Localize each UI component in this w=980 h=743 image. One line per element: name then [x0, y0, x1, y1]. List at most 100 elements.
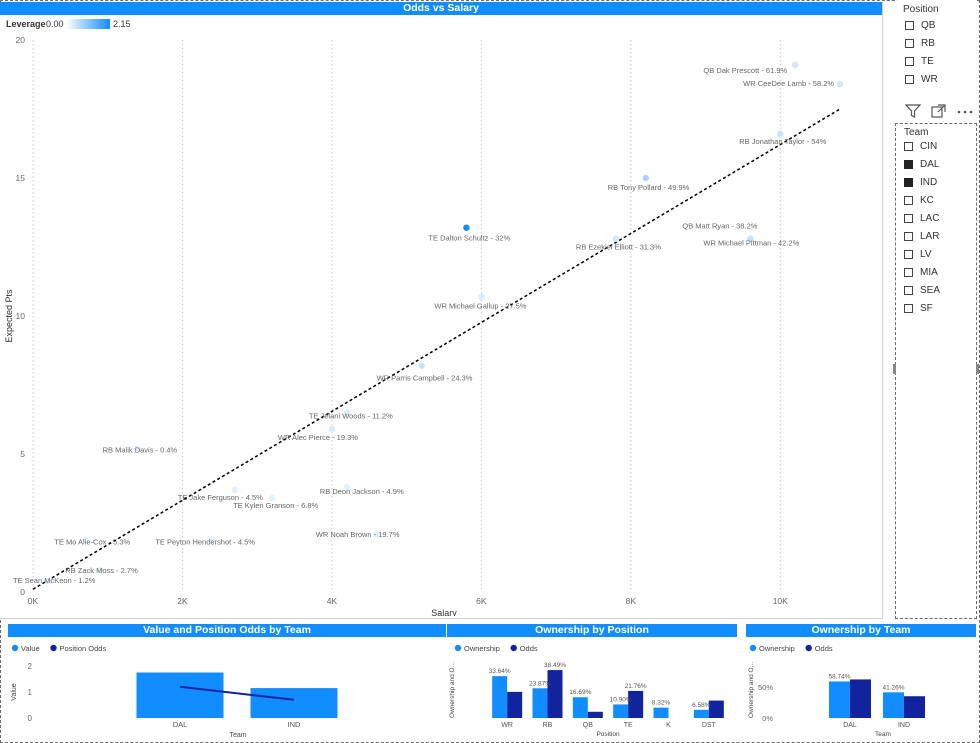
bar-odds [628, 690, 644, 718]
slicer-item-label: WR [921, 73, 938, 85]
chart4-title: Ownership by Team [746, 624, 976, 637]
scatter-point [82, 536, 89, 543]
data-label: 16.69% [569, 689, 591, 696]
checkbox[interactable] [904, 177, 913, 187]
scatter-title: Odds vs Salary [0, 2, 882, 15]
bar-ownership [653, 707, 669, 718]
checkbox[interactable] [904, 141, 913, 151]
leverage-legend-label: Leverage [6, 19, 46, 29]
slicer-item-label: SF [920, 302, 933, 314]
checkbox[interactable] [904, 249, 913, 259]
data-label: 41.26% [882, 684, 904, 691]
legend-marker [510, 644, 517, 652]
scatter-point [418, 362, 425, 369]
point-label: WR Parris Campbell - 24.3% [377, 374, 473, 383]
checkbox[interactable] [904, 159, 913, 169]
resize-handle-left[interactable] [893, 364, 896, 374]
team-item-lv[interactable]: LV [904, 247, 932, 261]
bar-ownership [883, 692, 904, 718]
legend-label: Odds [815, 644, 833, 653]
team-item-dal[interactable]: DAL [904, 157, 939, 171]
team-item-lar[interactable]: LAR [904, 229, 939, 243]
bar-odds [850, 679, 871, 718]
x-tick-label: 0K [28, 596, 39, 606]
y-tick-label: 20 [16, 35, 26, 45]
value-position-odds-visual[interactable]: Value and Position Odds by Team Value Pos… [8, 624, 446, 740]
data-label: 10.90% [610, 696, 632, 703]
x-tick-label: 4K [327, 596, 338, 606]
y-axis-title: Ownership and O... [449, 662, 456, 718]
position-item-wr[interactable]: WR [905, 72, 938, 86]
checkbox[interactable] [905, 38, 914, 48]
scatter-point [268, 494, 276, 502]
point-label: RB Deon Jackson - 4.9% [320, 487, 404, 496]
point-label: RB Zack Moss - 2.7% [65, 566, 138, 575]
more-options-icon[interactable] [957, 104, 973, 121]
scatter-point [463, 224, 470, 231]
position-item-te[interactable]: TE [905, 54, 934, 68]
scatter-point [209, 536, 216, 543]
odds-vs-salary-visual[interactable]: Odds vs Salary Leverage 0.00 2.15 0K 2K 4K 6K 8… [0, 2, 883, 619]
x-tick-label: TE [624, 722, 633, 729]
team-item-kc[interactable]: KC [904, 193, 934, 207]
checkbox[interactable] [905, 74, 914, 84]
checkbox[interactable] [904, 231, 913, 241]
x-axis-title: Team [229, 732, 246, 739]
scatter-chart[interactable]: Leverage 0.00 2.15 0K 2K 4K 6K 8K 10K 0 5 10 15 20 Sal… [0, 16, 880, 616]
team-item-lac[interactable]: LAC [904, 211, 939, 225]
x-tick-label: QB [583, 722, 593, 729]
x-axis-title: Salary [431, 608, 457, 616]
position-item-rb[interactable]: RB [905, 36, 935, 50]
position-item-qb[interactable]: QB [905, 18, 935, 32]
bar-value [136, 672, 224, 718]
y-axis-title: Value [11, 683, 18, 700]
y-tick-label: 5 [20, 449, 25, 459]
y-axis-title: Ownership and O... [748, 662, 755, 718]
ownership-team-chart[interactable]: Ownership Odds Ownership and O... 0% 50% 58.7… [746, 638, 976, 740]
scatter-point [97, 566, 104, 574]
slicer-item-label: IND [920, 176, 938, 188]
x-tick-label: WR [501, 722, 513, 729]
checkbox[interactable] [904, 195, 913, 205]
point-label: WR Michael Gallup - 27.5% [434, 302, 526, 311]
resize-handle-right[interactable] [976, 364, 979, 374]
team-item-ind[interactable]: IND [904, 175, 937, 189]
chart2-title: Value and Position Odds by Team [8, 624, 446, 637]
scatter-point [343, 483, 351, 491]
chart3-title: Ownership by Position [447, 624, 737, 637]
team-slicer[interactable]: Team CIN DAL IND KC LAC LAR LV MIA SEA SF [893, 123, 979, 619]
scatter-point [373, 530, 380, 538]
data-label: 33.64% [489, 668, 511, 675]
team-item-mia[interactable]: MIA [904, 265, 938, 279]
x-tick-label: 6K [476, 596, 487, 606]
team-item-sea[interactable]: SEA [904, 283, 940, 297]
checkbox[interactable] [904, 213, 913, 223]
focus-mode-icon[interactable] [931, 104, 946, 121]
data-label: 6.58% [692, 702, 711, 709]
bar-ownership [613, 704, 629, 718]
team-item-sf[interactable]: SF [904, 301, 933, 315]
checkbox[interactable] [904, 285, 913, 295]
data-label: 21.76% [625, 683, 647, 690]
ownership-position-chart[interactable]: Ownership Odds Ownership and O... WR 33.64% R… [447, 638, 737, 740]
ownership-team-visual[interactable]: Ownership by Team Ownership Odds Ownership… [746, 624, 976, 740]
value-position-odds-chart[interactable]: Value Position Odds 0 1 2 Value DAL IND Team [8, 638, 446, 740]
point-label: TE Jake Ferguson - 4.5% [178, 493, 263, 502]
scatter-point [343, 409, 351, 416]
slicer-item-label: LV [920, 248, 932, 260]
team-item-cin[interactable]: CIN [904, 139, 937, 153]
bar-odds [547, 670, 563, 718]
legend-marker [50, 644, 57, 652]
position-slicer[interactable]: Position QB RB TE WR [897, 0, 977, 95]
checkbox[interactable] [904, 267, 913, 277]
filter-icon[interactable] [904, 104, 922, 121]
point-label: TE Mo Alie-Cox - 5.3% [54, 538, 130, 547]
ownership-position-visual[interactable]: Ownership by Position Ownership Odds Owner… [447, 624, 737, 740]
checkbox[interactable] [904, 303, 913, 313]
x-tick-label: DAL [173, 720, 188, 729]
point-label: RB Tony Pollard - 49.9% [608, 183, 690, 192]
checkbox[interactable] [905, 20, 914, 30]
point-label: QB Dak Prescott - 61.9% [703, 66, 787, 75]
checkbox[interactable] [905, 56, 914, 66]
slicer-item-label: SEA [920, 284, 941, 296]
